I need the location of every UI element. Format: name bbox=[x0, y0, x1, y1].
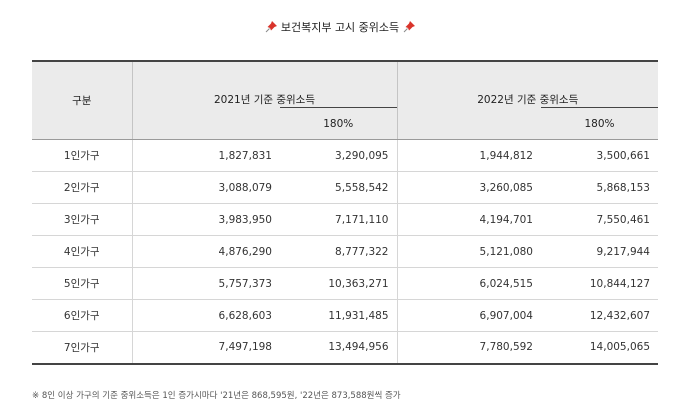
footnote: ※ 8인 이상 가구의 기준 중위소득은 1인 증가시마다 '21년은 868,… bbox=[32, 391, 401, 401]
cell-2022-180: 14,005,065 bbox=[541, 331, 658, 365]
pushpin-icon bbox=[403, 21, 416, 33]
cell-2021: 6,628,603 bbox=[132, 299, 280, 332]
cell-2021-180: 13,494,956 bbox=[280, 331, 398, 365]
cell-2022-180: 9,217,944 bbox=[541, 235, 658, 268]
table-row: 7인가구 7,497,198 13,494,956 7,780,592 14,0… bbox=[32, 331, 658, 365]
cell-2021: 3,088,079 bbox=[132, 171, 280, 204]
header-year-2022: 2022년 기준 중위소득 bbox=[397, 60, 658, 108]
row-label: 4인가구 bbox=[32, 235, 133, 268]
cell-2021: 4,876,290 bbox=[132, 235, 280, 268]
header-year-2021: 2021년 기준 중위소득 bbox=[132, 60, 398, 108]
header-2021-blank bbox=[132, 107, 280, 140]
table-row: 4인가구 4,876,290 8,777,322 5,121,080 9,217… bbox=[32, 235, 658, 268]
cell-2021: 7,497,198 bbox=[132, 331, 280, 365]
header-2021-180: 180% bbox=[280, 107, 398, 140]
header-category: 구분 bbox=[32, 60, 133, 140]
row-label: 3인가구 bbox=[32, 203, 133, 236]
cell-2022: 5,121,080 bbox=[397, 235, 541, 268]
table-body: 1인가구 1,827,831 3,290,095 1,944,812 3,500… bbox=[32, 139, 658, 365]
table-row: 6인가구 6,628,603 11,931,485 6,907,004 12,4… bbox=[32, 299, 658, 332]
pushpin-icon bbox=[265, 21, 277, 33]
row-label: 6인가구 bbox=[32, 299, 133, 332]
cell-2022-180: 10,844,127 bbox=[541, 267, 658, 300]
cell-2022-180: 5,868,153 bbox=[541, 171, 658, 204]
table-header: 구분 2021년 기준 중위소득 2022년 기준 중위소득 180% 180% bbox=[32, 60, 658, 140]
cell-2022: 3,260,085 bbox=[397, 171, 541, 204]
row-label: 2인가구 bbox=[32, 171, 133, 204]
page-title-text: 보건복지부 고시 중위소득 bbox=[280, 21, 400, 34]
row-label: 7인가구 bbox=[32, 331, 133, 365]
cell-2022: 6,907,004 bbox=[397, 299, 541, 332]
table-row: 3인가구 3,983,950 7,171,110 4,194,701 7,550… bbox=[32, 203, 658, 236]
row-label: 5인가구 bbox=[32, 267, 133, 300]
cell-2021-180: 3,290,095 bbox=[280, 139, 398, 172]
header-2022-blank bbox=[397, 107, 541, 140]
table-row: 2인가구 3,088,079 5,558,542 3,260,085 5,868… bbox=[32, 171, 658, 204]
cell-2021: 5,757,373 bbox=[132, 267, 280, 300]
cell-2021: 1,827,831 bbox=[132, 139, 280, 172]
header-2022-180: 180% bbox=[541, 107, 658, 140]
cell-2022-180: 12,432,607 bbox=[541, 299, 658, 332]
cell-2021-180: 8,777,322 bbox=[280, 235, 398, 268]
cell-2021-180: 5,558,542 bbox=[280, 171, 398, 204]
cell-2022: 6,024,515 bbox=[397, 267, 541, 300]
cell-2022-180: 3,500,661 bbox=[541, 139, 658, 172]
cell-2022: 1,944,812 bbox=[397, 139, 541, 172]
cell-2021-180: 7,171,110 bbox=[280, 203, 398, 236]
cell-2021-180: 11,931,485 bbox=[280, 299, 398, 332]
cell-2022: 4,194,701 bbox=[397, 203, 541, 236]
cell-2021-180: 10,363,271 bbox=[280, 267, 398, 300]
cell-2022: 7,780,592 bbox=[397, 331, 541, 365]
table-row: 5인가구 5,757,373 10,363,271 6,024,515 10,8… bbox=[32, 267, 658, 300]
table-row: 1인가구 1,827,831 3,290,095 1,944,812 3,500… bbox=[32, 139, 658, 172]
row-label: 1인가구 bbox=[32, 139, 133, 172]
cell-2022-180: 7,550,461 bbox=[541, 203, 658, 236]
cell-2021: 3,983,950 bbox=[132, 203, 280, 236]
median-income-table: 구분 2021년 기준 중위소득 2022년 기준 중위소득 180% 180%… bbox=[32, 60, 658, 365]
page-title: 보건복지부 고시 중위소득 bbox=[0, 20, 680, 36]
